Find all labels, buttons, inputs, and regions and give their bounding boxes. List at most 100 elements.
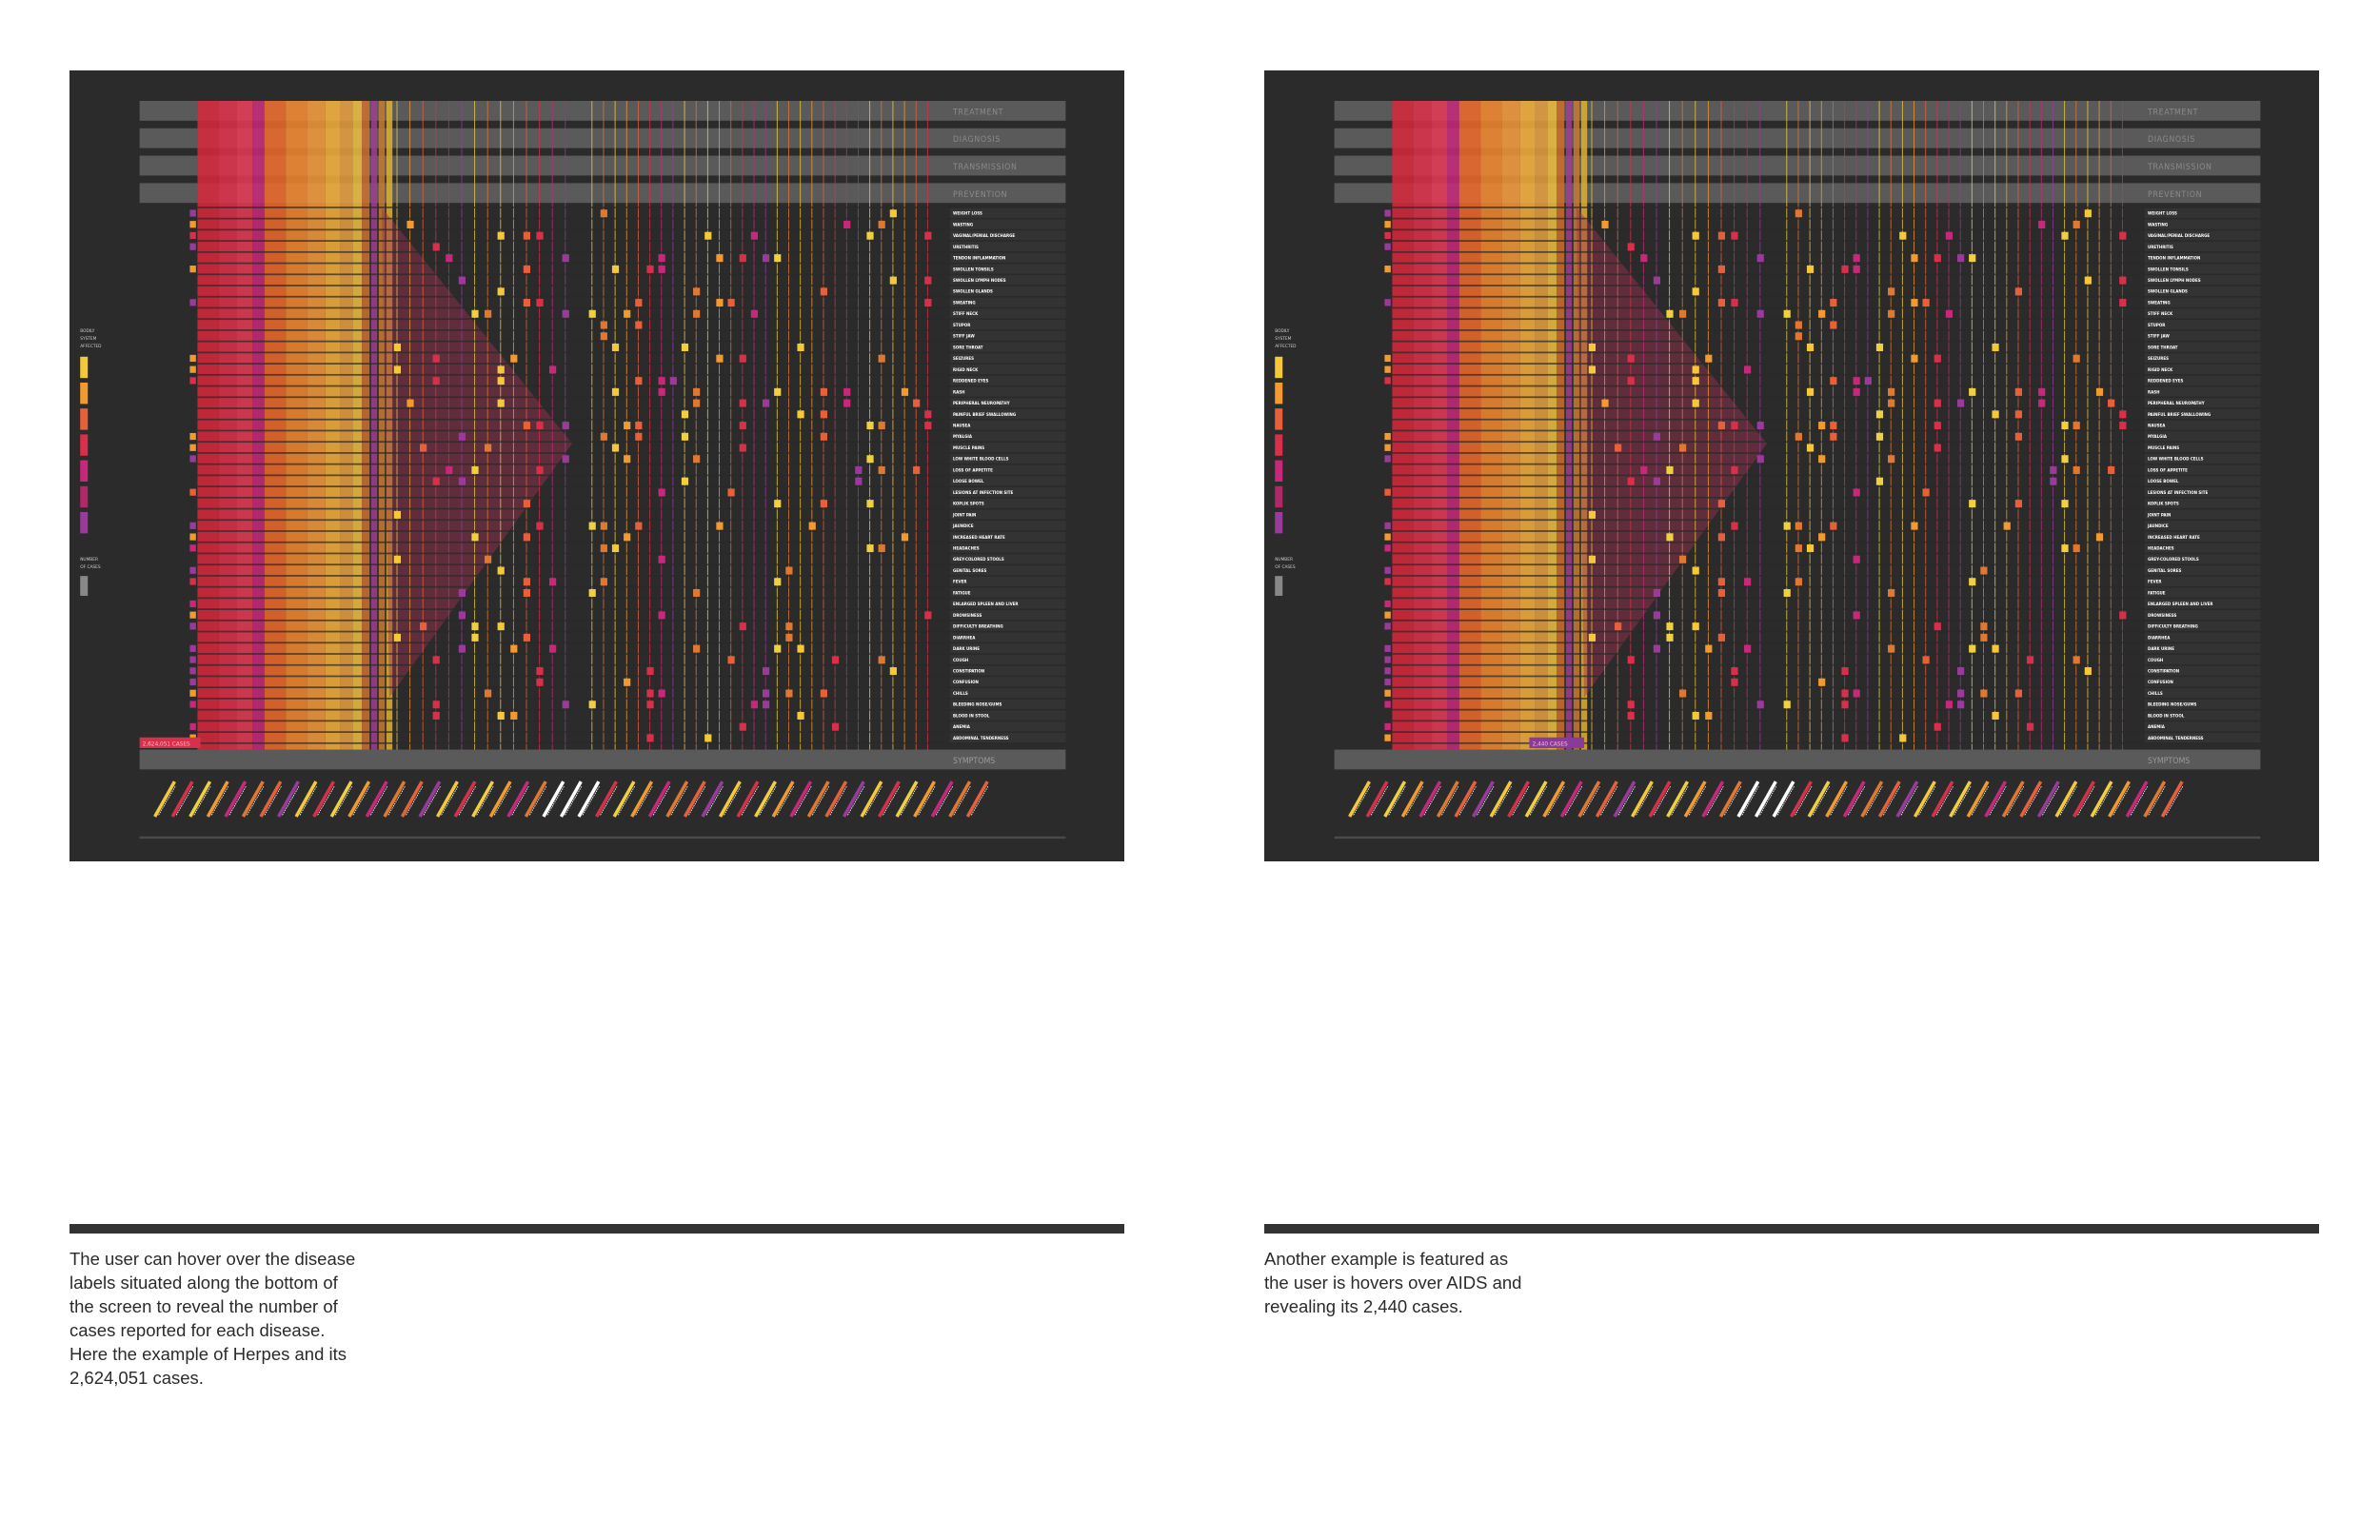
disease-label-text[interactable]	[970, 785, 989, 816]
disease-label-text[interactable]	[264, 785, 282, 816]
disease-label[interactable]	[683, 780, 706, 818]
disease-label[interactable]	[524, 780, 547, 818]
disease-label[interactable]	[701, 780, 724, 818]
disease-label[interactable]	[2108, 780, 2131, 818]
disease-label-text[interactable]	[476, 785, 494, 816]
disease-label[interactable]	[542, 780, 565, 818]
disease-label[interactable]	[754, 780, 777, 818]
disease-label-text[interactable]	[369, 785, 388, 816]
disease-label[interactable]	[595, 780, 618, 818]
disease-label-text[interactable]	[953, 785, 971, 816]
disease-label-text[interactable]	[2006, 785, 2025, 816]
disease-label[interactable]	[2090, 780, 2113, 818]
disease-label[interactable]	[1418, 780, 1442, 818]
disease-label-text[interactable]	[1741, 785, 1759, 816]
disease-label-text[interactable]	[2077, 785, 2095, 816]
disease-label-text[interactable]	[1353, 785, 1371, 816]
disease-label[interactable]	[895, 780, 919, 818]
disease-label[interactable]	[1436, 780, 1459, 818]
disease-label-text[interactable]	[1458, 785, 1477, 816]
disease-label-text[interactable]	[1706, 785, 1724, 816]
disease-label[interactable]	[294, 780, 318, 818]
disease-label[interactable]	[559, 780, 583, 818]
disease-label[interactable]	[506, 780, 530, 818]
disease-label[interactable]	[806, 780, 830, 818]
disease-label[interactable]	[1825, 780, 1849, 818]
disease-label-text[interactable]	[1883, 785, 1901, 816]
disease-label-text[interactable]	[2130, 785, 2149, 816]
disease-label-text[interactable]	[829, 785, 847, 816]
disease-label-text[interactable]	[247, 785, 265, 816]
disease-label-text[interactable]	[2059, 785, 2077, 816]
disease-label[interactable]	[1913, 780, 1936, 818]
disease-label-text[interactable]	[900, 785, 919, 816]
disease-label-text[interactable]	[883, 785, 901, 816]
disease-label[interactable]	[860, 780, 883, 818]
disease-label-text[interactable]	[1653, 785, 1672, 816]
disease-label[interactable]	[153, 780, 176, 818]
disease-label[interactable]	[2054, 780, 2078, 818]
disease-label[interactable]	[1949, 780, 1972, 818]
disease-label-text[interactable]	[1989, 785, 2007, 816]
disease-label-text[interactable]	[918, 785, 936, 816]
disease-label[interactable]	[188, 780, 212, 818]
disease-label-text[interactable]	[1724, 785, 1742, 816]
disease-label-text[interactable]	[423, 785, 441, 816]
disease-label-text[interactable]	[2042, 785, 2060, 816]
disease-label-text[interactable]	[935, 785, 954, 816]
disease-label[interactable]	[1931, 780, 1954, 818]
disease-label-text[interactable]	[529, 785, 547, 816]
disease-label[interactable]	[1577, 780, 1601, 818]
disease-label-text[interactable]	[175, 785, 194, 816]
disease-label-text[interactable]	[652, 785, 671, 816]
disease-label[interactable]	[206, 780, 229, 818]
disease-label-text[interactable]	[546, 785, 565, 816]
disease-label[interactable]	[1365, 780, 1389, 818]
disease-label-text[interactable]	[1671, 785, 1689, 816]
disease-label[interactable]	[736, 780, 760, 818]
disease-label-text[interactable]	[1954, 785, 1972, 816]
disease-label[interactable]	[471, 780, 495, 818]
disease-label-text[interactable]	[352, 785, 370, 816]
disease-label-text[interactable]	[1423, 785, 1441, 816]
disease-label-text[interactable]	[1388, 785, 1406, 816]
disease-label-text[interactable]	[794, 785, 812, 816]
disease-label-text[interactable]	[1918, 785, 1936, 816]
disease-label-text[interactable]	[2148, 785, 2166, 816]
disease-label[interactable]	[1648, 780, 1672, 818]
disease-label[interactable]	[1454, 780, 1478, 818]
disease-label[interactable]	[488, 780, 512, 818]
disease-label-text[interactable]	[210, 785, 229, 816]
disease-label-text[interactable]	[1636, 785, 1654, 816]
disease-label-text[interactable]	[1529, 785, 1548, 816]
disease-label-text[interactable]	[299, 785, 318, 816]
disease-label-text[interactable]	[228, 785, 247, 816]
disease-label-text[interactable]	[1477, 785, 1495, 816]
disease-label[interactable]	[1807, 780, 1831, 818]
disease-label[interactable]	[329, 780, 353, 818]
disease-label[interactable]	[453, 780, 477, 818]
disease-label-text[interactable]	[688, 785, 706, 816]
disease-label-text[interactable]	[1370, 785, 1389, 816]
disease-label-text[interactable]	[1405, 785, 1424, 816]
disease-label-text[interactable]	[1441, 785, 1459, 816]
disease-label-text[interactable]	[458, 785, 477, 816]
disease-label[interactable]	[312, 780, 335, 818]
disease-label[interactable]	[259, 780, 283, 818]
disease-label[interactable]	[1613, 780, 1636, 818]
disease-label[interactable]	[2125, 780, 2149, 818]
disease-label-text[interactable]	[1830, 785, 1848, 816]
disease-label-text[interactable]	[1865, 785, 1883, 816]
disease-label-text[interactable]	[1494, 785, 1513, 816]
disease-label[interactable]	[789, 780, 813, 818]
disease-label-text[interactable]	[617, 785, 636, 816]
disease-label[interactable]	[224, 780, 248, 818]
disease-label[interactable]	[241, 780, 265, 818]
disease-label-text[interactable]	[635, 785, 653, 816]
disease-label[interactable]	[2160, 780, 2184, 818]
disease-label[interactable]	[436, 780, 459, 818]
disease-label[interactable]	[1595, 780, 1618, 818]
disease-label[interactable]	[400, 780, 424, 818]
disease-label[interactable]	[418, 780, 442, 818]
disease-label-text[interactable]	[1971, 785, 1990, 816]
